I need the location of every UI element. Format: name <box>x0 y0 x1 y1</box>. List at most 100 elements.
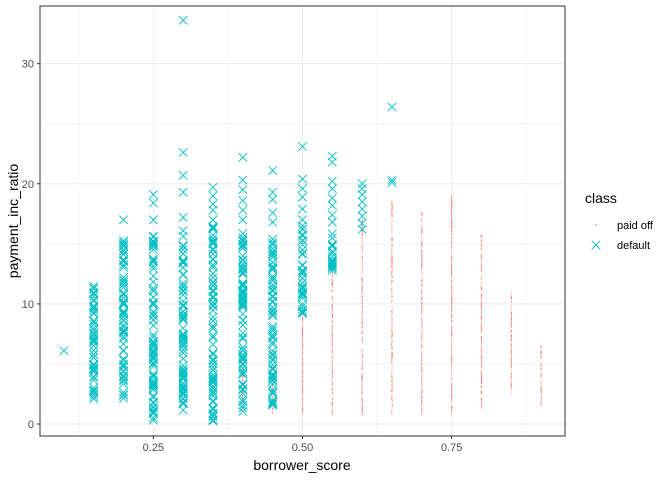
default-point <box>268 399 278 409</box>
paid-off-point <box>451 306 453 308</box>
paid-off-point <box>332 405 334 407</box>
x-mark-stroke <box>238 256 248 266</box>
paid-off-point <box>421 291 423 293</box>
default-point <box>208 182 218 192</box>
paid-off-point <box>421 352 423 354</box>
paid-off-point <box>540 395 542 397</box>
default-point <box>208 362 218 372</box>
x-mark-stroke <box>208 408 218 418</box>
x-mark-stroke <box>148 337 158 347</box>
x-axis-title: borrower_score <box>253 457 350 473</box>
paid-off-point <box>331 381 333 383</box>
paid-off-point <box>361 362 363 364</box>
paid-off-point <box>361 317 363 319</box>
default-point <box>119 280 129 290</box>
default-point <box>268 397 278 407</box>
x-mark-stroke <box>89 329 99 339</box>
paid-off-point <box>421 312 423 314</box>
paid-off-point <box>332 304 334 306</box>
paid-off-point <box>510 330 512 332</box>
x-mark-stroke <box>327 229 337 239</box>
paid-off-point <box>391 243 393 245</box>
paid-off-point <box>361 373 363 375</box>
paid-off-point <box>391 222 393 224</box>
default-point <box>238 255 248 265</box>
paid-off-point <box>331 371 333 373</box>
paid-off-point <box>511 363 513 365</box>
x-mark-stroke <box>119 387 129 397</box>
paid-off-point <box>480 405 482 407</box>
paid-off-point <box>361 409 363 411</box>
paid-off-point <box>361 231 363 233</box>
paid-off-point <box>481 323 483 325</box>
default-point <box>148 198 158 208</box>
paid-off-point <box>391 354 393 356</box>
paid-off-point <box>391 225 393 227</box>
paid-off-point <box>450 332 452 334</box>
paid-off-point <box>361 239 363 241</box>
default-point <box>89 383 99 393</box>
paid-off-point <box>451 377 453 379</box>
default-point <box>238 265 248 275</box>
default-point <box>89 375 99 385</box>
default-point <box>178 282 188 292</box>
paid-off-point <box>361 224 363 226</box>
paid-off-point <box>451 255 453 257</box>
paid-off-point <box>331 279 333 281</box>
x-mark-stroke <box>119 327 129 337</box>
default-point <box>208 388 218 399</box>
paid-off-point <box>421 351 423 353</box>
paid-off-point <box>272 395 274 397</box>
x-mark-stroke <box>208 277 218 287</box>
paid-off-point <box>391 366 393 368</box>
paid-off-point <box>540 369 542 371</box>
default-point <box>238 366 248 376</box>
paid-off-point <box>481 358 483 360</box>
default-point <box>238 205 248 215</box>
x-mark-stroke <box>208 376 218 386</box>
paid-off-point <box>480 400 482 402</box>
paid-off-point <box>301 396 303 398</box>
paid-off-point <box>391 240 393 242</box>
x-mark-stroke <box>178 385 188 395</box>
x-mark-stroke <box>178 329 188 339</box>
paid-off-point <box>421 250 423 252</box>
paid-off-point <box>481 318 483 320</box>
default-point <box>119 372 129 382</box>
default-point <box>208 236 218 246</box>
x-mark-stroke <box>148 391 158 401</box>
paid-off-point <box>361 236 363 238</box>
paid-off-point <box>331 356 333 358</box>
paid-off-point <box>450 397 452 399</box>
default-point <box>238 332 248 342</box>
paid-off-point <box>391 374 393 376</box>
default-point <box>268 321 278 331</box>
default-point <box>268 265 278 275</box>
default-point <box>89 288 99 298</box>
x-mark-stroke <box>238 205 248 215</box>
paid-off-point <box>361 361 363 363</box>
x-mark-stroke <box>238 352 248 362</box>
paid-off-point <box>301 383 303 385</box>
paid-off-point <box>421 280 423 282</box>
paid-off-point <box>391 262 393 264</box>
x-mark-stroke <box>178 269 188 279</box>
paid-off-point <box>391 264 393 266</box>
paid-off-point <box>480 258 482 260</box>
paid-off-point <box>481 298 483 300</box>
default-point <box>89 363 99 373</box>
x-mark-stroke <box>327 176 337 186</box>
paid-off-point <box>272 411 274 413</box>
default-point <box>208 234 218 244</box>
paid-off-point <box>510 379 512 381</box>
x-mark-stroke <box>327 184 337 194</box>
paid-off-point <box>421 235 423 237</box>
x-mark-stroke <box>178 338 188 348</box>
x-mark-stroke <box>357 190 367 200</box>
x-mark-stroke <box>268 166 278 176</box>
x-mark-stroke <box>238 235 248 245</box>
paid-off-point <box>510 338 512 340</box>
paid-off-point <box>391 282 393 284</box>
paid-off-point <box>421 285 423 287</box>
default-point <box>119 249 129 259</box>
